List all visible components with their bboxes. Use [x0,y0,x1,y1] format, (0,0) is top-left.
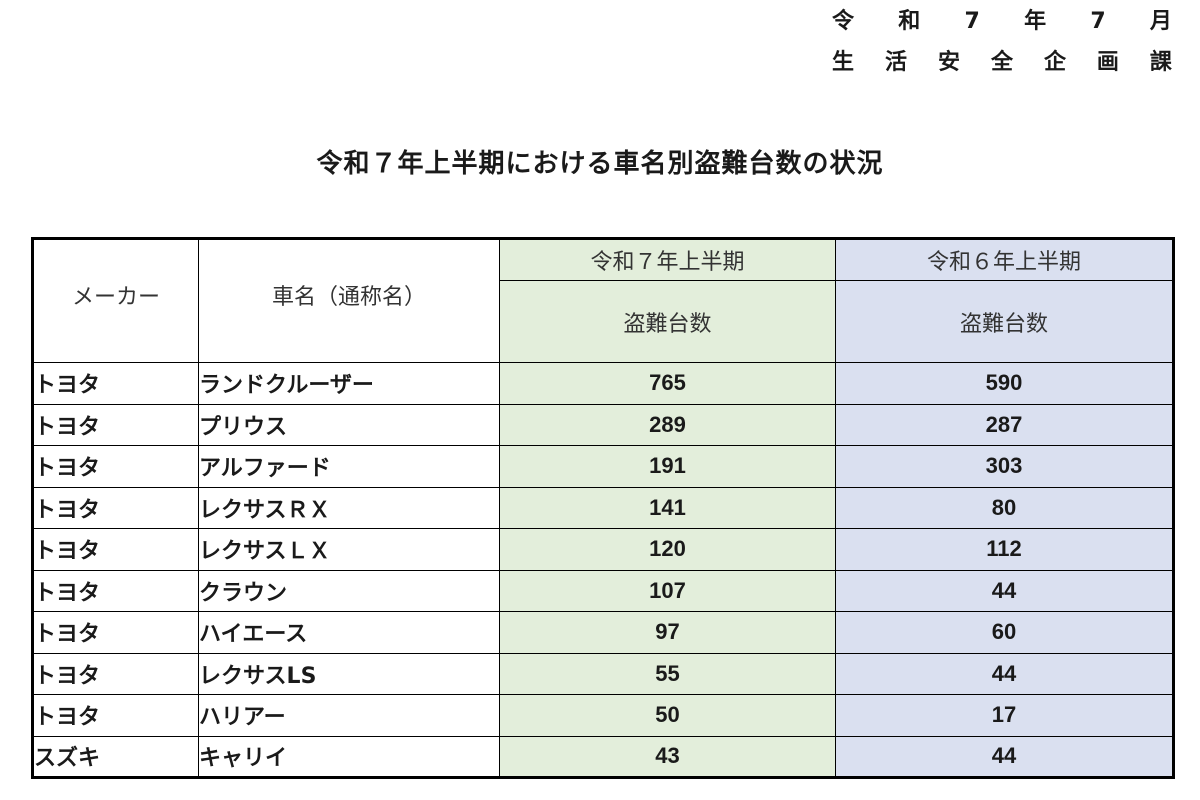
r6-count-cell: 287 [835,403,1174,446]
dept-char: 画 [1096,50,1119,75]
table-row: トヨタ レクサスＲＸ 141 80 [32,486,1174,529]
dept-char: 安 [937,50,960,75]
r6-count-cell: 17 [835,694,1174,737]
maker-cell: トヨタ [32,694,199,737]
r7-count-cell: 43 [499,735,836,778]
car-name-cell: クラウン [198,569,500,612]
maker-cell: トヨタ [32,611,199,654]
document-title: 令和７年上半期における車名別盗難台数の状況 [316,149,884,179]
maker-cell: トヨタ [32,486,199,529]
dept-char: 活 [884,50,907,75]
r6-count-cell: 80 [835,486,1174,529]
header-r7-metric: 盗難台数 [499,280,836,363]
maker-cell: トヨタ [32,652,199,695]
table-row: トヨタ アルファード 191 303 [32,445,1174,488]
header-car-name-label: 車名（通称名） [271,285,426,310]
table-row: スズキ キャリイ 43 44 [32,735,1174,778]
car-name-cell: ランドクルーザー [198,362,500,405]
r7-count-cell: 765 [499,362,836,405]
maker-cell: トヨタ [32,445,199,488]
r6-count-cell: 303 [835,445,1174,488]
dept-char: 課 [1149,50,1172,75]
r6-count-cell: 60 [835,611,1174,654]
r7-count-cell: 141 [499,486,836,529]
table-row: トヨタ クラウン 107 44 [32,569,1174,612]
theft-table: メーカー 車名（通称名） 令和７年上半期 令和６年上半期 盗難台数 盗難台数 ト… [31,237,1175,779]
header-r6-period: 令和６年上半期 [835,238,1174,281]
car-name-cell: レクサスＬＸ [198,528,500,571]
r6-count-cell: 112 [835,528,1174,571]
r7-count-cell: 120 [499,528,836,571]
dept-char: 生 [832,50,855,75]
car-name-cell: レクサスLS [198,652,500,695]
date-char: 7 [964,9,980,34]
table-row: トヨタ ハリアー 50 17 [32,694,1174,737]
dept-char: 企 [1043,50,1066,75]
car-name-cell: レクサスＲＸ [198,486,500,529]
r7-count-cell: 289 [499,403,836,446]
car-name-cell: アルファード [198,445,500,488]
header-r6-metric: 盗難台数 [835,280,1174,363]
header-car-name: 車名（通称名） [198,238,500,363]
r7-count-cell: 97 [499,611,836,654]
maker-cell: トヨタ [32,569,199,612]
maker-cell: トヨタ [32,362,199,405]
table-row: トヨタ ランドクルーザー 765 590 [32,362,1174,405]
date-char: 令 [832,9,855,34]
r6-count-cell: 590 [835,362,1174,405]
header-r7-period: 令和７年上半期 [499,238,836,281]
maker-cell: トヨタ [32,403,199,446]
date-char: 7 [1090,9,1106,34]
date-char: 月 [1149,9,1172,34]
table-row: トヨタ レクサスLS 55 44 [32,652,1174,695]
maker-cell: スズキ [32,735,199,778]
r7-count-cell: 50 [499,694,836,737]
date-char: 年 [1024,9,1047,34]
table-row: トヨタ プリウス 289 287 [32,403,1174,446]
dept-char: 全 [990,50,1013,75]
header-maker-label: メーカー [71,285,160,310]
document-date: 令 和 7 年 7 月 [832,11,1172,33]
car-name-cell: ハリアー [198,694,500,737]
r6-count-cell: 44 [835,652,1174,695]
table-row: トヨタ ハイエース 97 60 [32,611,1174,654]
car-name-cell: キャリイ [198,735,500,778]
r7-count-cell: 107 [499,569,836,612]
r6-count-cell: 44 [835,569,1174,612]
r7-count-cell: 55 [499,652,836,695]
date-char: 和 [898,9,921,34]
r6-count-cell: 44 [835,735,1174,778]
r7-count-cell: 191 [499,445,836,488]
header-maker: メーカー [32,238,199,363]
car-name-cell: ハイエース [198,611,500,654]
table-row: トヨタ レクサスＬＸ 120 112 [32,528,1174,571]
car-name-cell: プリウス [198,403,500,446]
issuing-department: 生 活 安 全 企 画 課 [832,52,1172,74]
maker-cell: トヨタ [32,528,199,571]
